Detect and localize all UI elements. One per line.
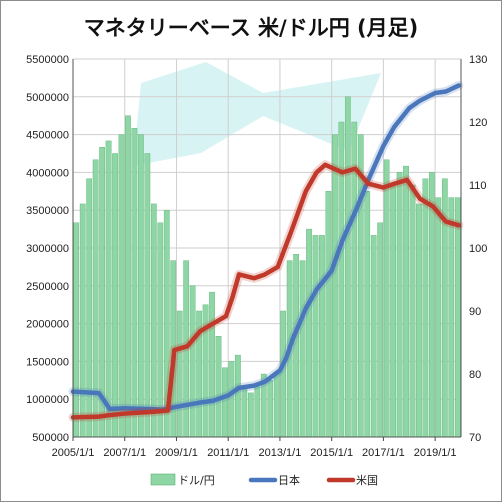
bar-usdjpy bbox=[454, 197, 461, 438]
bar-usdjpy bbox=[396, 172, 403, 438]
bar-usdjpy bbox=[247, 392, 254, 438]
bar-usdjpy bbox=[325, 191, 332, 438]
bar-usdjpy bbox=[112, 153, 118, 438]
y-right-tick-label: 100 bbox=[469, 243, 487, 255]
bar-usdjpy bbox=[448, 197, 455, 438]
bar-usdjpy bbox=[332, 134, 338, 438]
y-right-tick-label: 110 bbox=[469, 180, 487, 192]
legend: ドル/円 日本 米国 bbox=[150, 473, 378, 487]
bar-usdjpy bbox=[364, 191, 371, 438]
bar-usdjpy bbox=[273, 373, 280, 438]
x-tick-label: 2015/1/1 bbox=[310, 447, 353, 459]
bar-usdjpy bbox=[150, 203, 157, 438]
bar-usdjpy bbox=[254, 386, 261, 438]
y-left-tick-label: 1000000 bbox=[26, 394, 69, 406]
bar-usdjpy bbox=[306, 228, 312, 438]
x-tick-label: 2005/1/1 bbox=[52, 447, 95, 459]
axes-layer: 500000 1000000 1500000 2000000 2500000 300000… bbox=[26, 54, 487, 459]
x-tick-label: 2013/1/1 bbox=[259, 447, 302, 459]
y-right-tick-label: 70 bbox=[469, 432, 481, 444]
legend-swatch-bar bbox=[150, 473, 176, 486]
bar-usdjpy bbox=[422, 178, 429, 438]
y-left-tick-label: 5500000 bbox=[26, 54, 69, 66]
y-left-tick-label: 4500000 bbox=[26, 130, 69, 142]
bar-usdjpy bbox=[383, 159, 390, 438]
bar-usdjpy bbox=[377, 222, 384, 438]
x-tick-label: 2009/1/1 bbox=[155, 447, 198, 459]
y-right-tick-label: 80 bbox=[469, 369, 481, 381]
bar-usdjpy bbox=[370, 235, 377, 438]
y-left-tick-label: 3500000 bbox=[26, 205, 69, 217]
bar-usdjpy bbox=[138, 134, 144, 438]
bar-usdjpy bbox=[86, 178, 93, 438]
x-tick-label: 2007/1/1 bbox=[103, 447, 146, 459]
y-left-tick-label: 2500000 bbox=[26, 281, 69, 293]
y-left-tick-label: 5000000 bbox=[26, 92, 69, 104]
y-left-tick-label: 500000 bbox=[32, 432, 69, 444]
bar-usdjpy bbox=[416, 203, 422, 438]
bar-usdjpy bbox=[189, 285, 196, 438]
bar-usdjpy bbox=[403, 165, 409, 438]
y-left-tick-label: 4000000 bbox=[26, 167, 69, 179]
legend-label: 米国 bbox=[356, 474, 378, 487]
lines-layer bbox=[68, 80, 464, 422]
bar-usdjpy bbox=[222, 367, 228, 438]
bar-usdjpy bbox=[241, 386, 248, 438]
legend-label: ドル/円 bbox=[178, 474, 215, 487]
bar-usdjpy bbox=[299, 260, 306, 438]
bar-usdjpy bbox=[209, 291, 215, 438]
bars-layer bbox=[73, 96, 461, 438]
bar-usdjpy bbox=[118, 134, 125, 438]
chart-title: マネタリーベース 米/ドル円 (月足) bbox=[84, 16, 418, 40]
bar-usdjpy bbox=[344, 96, 351, 438]
bar-usdjpy bbox=[131, 128, 138, 438]
line-japan bbox=[70, 83, 462, 413]
y-right-tick-label: 120 bbox=[469, 117, 487, 129]
x-tick-label: 2017/1/1 bbox=[362, 447, 405, 459]
bar-usdjpy bbox=[390, 184, 396, 438]
bar-usdjpy bbox=[409, 184, 416, 438]
bar-usdjpy bbox=[435, 197, 442, 438]
bar-usdjpy bbox=[73, 222, 80, 438]
bar-usdjpy bbox=[157, 222, 164, 438]
bar-usdjpy bbox=[125, 115, 131, 438]
y-left-tick-label: 3000000 bbox=[26, 243, 69, 255]
watermark-shape bbox=[133, 62, 381, 166]
bar-usdjpy bbox=[312, 235, 319, 438]
legend-label: 日本 bbox=[278, 473, 300, 487]
x-tick-label: 2019/1/1 bbox=[414, 447, 457, 459]
line-us bbox=[70, 162, 462, 420]
y-left-tick-label: 1500000 bbox=[26, 356, 69, 368]
bar-usdjpy bbox=[176, 310, 183, 438]
y-left-tick-label: 2000000 bbox=[26, 319, 69, 331]
y-right-tick-label: 130 bbox=[469, 54, 487, 66]
bar-usdjpy bbox=[105, 140, 112, 438]
bar-usdjpy bbox=[319, 235, 325, 438]
bar-usdjpy bbox=[267, 380, 274, 438]
bar-usdjpy bbox=[144, 153, 151, 438]
bar-usdjpy bbox=[79, 203, 86, 438]
y-right-tick-label: 90 bbox=[469, 306, 481, 318]
bar-usdjpy bbox=[235, 354, 241, 438]
bar-usdjpy bbox=[215, 336, 222, 438]
x-tick-label: 2011/1/1 bbox=[207, 447, 249, 459]
